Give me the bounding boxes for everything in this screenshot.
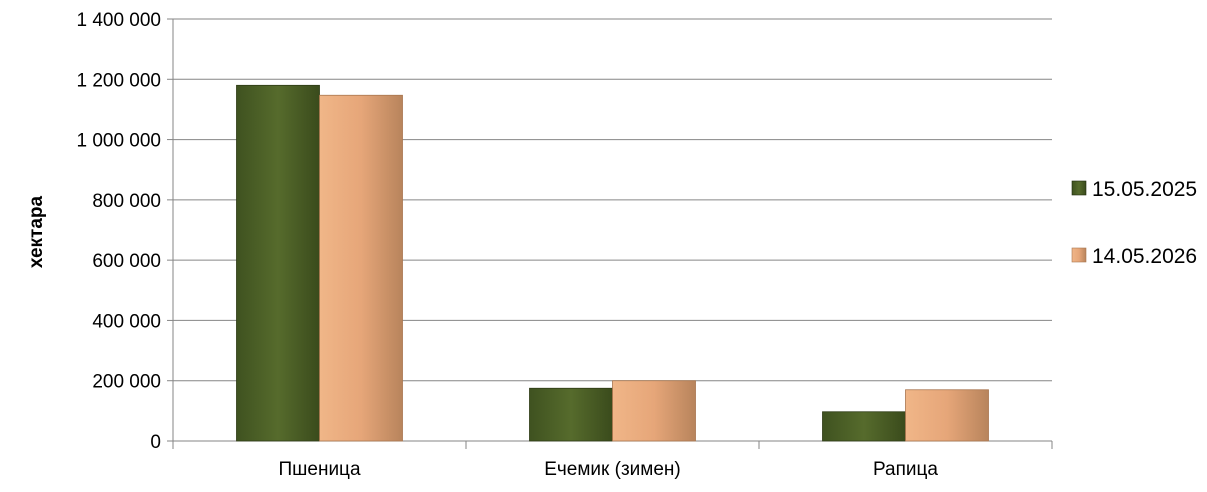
x-tick-label: Рапица (873, 459, 938, 480)
legend-swatch (1071, 180, 1087, 196)
y-tick-label: 1 200 000 (76, 70, 161, 91)
y-tick-label: 0 (150, 432, 161, 453)
y-tick-label: 600 000 (92, 251, 161, 272)
bar-series-2 (319, 94, 403, 442)
x-tick-label: Ечемик (зимен) (544, 459, 681, 480)
y-tick-label: 1 000 000 (76, 131, 161, 152)
bar-series-2 (905, 389, 989, 442)
legend-swatch (1071, 247, 1087, 263)
legend-label: 15.05.2025 (1092, 178, 1197, 201)
y-tick-label: 400 000 (92, 311, 161, 332)
y-tick-label: 200 000 (92, 372, 161, 393)
bars (236, 84, 989, 442)
y-tick-label: 800 000 (92, 191, 161, 212)
y-tick-label: 1 400 000 (76, 10, 161, 31)
legend-label: 14.05.2026 (1092, 245, 1197, 268)
legend: 15.05.2025 14.05.2026 (1071, 178, 1197, 268)
y-axis-title: хектара (26, 195, 47, 268)
bar-series-1 (236, 84, 320, 442)
labels: 0 200 000 400 000 600 000 800 000 1 000 000 1 … (76, 10, 938, 480)
x-tick-label: Пшеница (278, 459, 360, 480)
bar-series-1 (529, 387, 613, 442)
bar-series-2 (612, 380, 696, 442)
bar-series-1 (822, 411, 906, 442)
